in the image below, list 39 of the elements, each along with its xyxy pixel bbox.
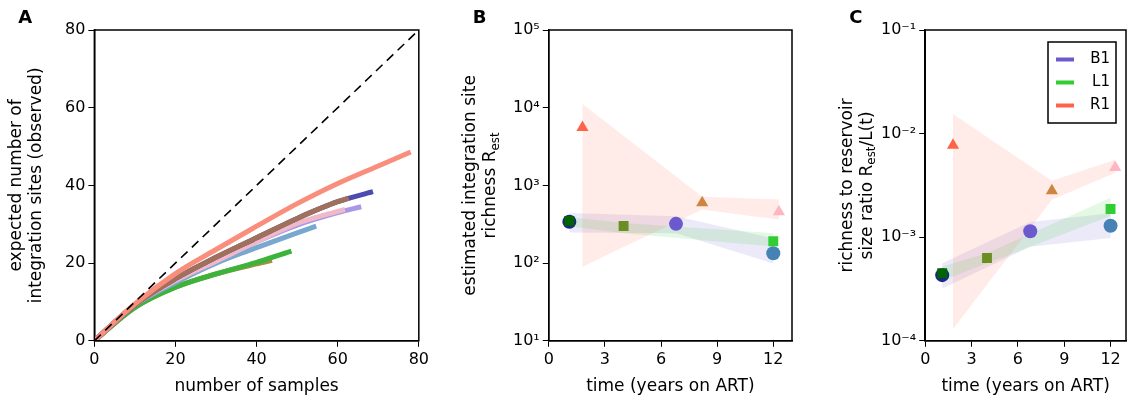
x-tick-label: 80 bbox=[408, 348, 429, 368]
legend-label: R1 bbox=[1090, 95, 1110, 114]
y-tick-label: 40 bbox=[65, 174, 86, 194]
x-tick-label: 40 bbox=[246, 348, 267, 368]
legend-label: L1 bbox=[1092, 72, 1110, 91]
y-tick-label: 10⁻⁴ bbox=[881, 329, 917, 349]
y-tick-label: 80 bbox=[65, 19, 86, 39]
y-tick-label: 10⁻³ bbox=[881, 226, 917, 246]
x-tick-label: 9 bbox=[712, 348, 723, 368]
chart-title: B bbox=[472, 5, 487, 27]
x-axis-title: time (years on ART) bbox=[586, 375, 755, 396]
x-tick-label: 6 bbox=[1012, 348, 1023, 368]
y-tick-label: 10⁵ bbox=[512, 19, 540, 39]
y-tick-label: 10⁻² bbox=[881, 122, 917, 142]
y-tick-label: 10³ bbox=[512, 174, 540, 194]
chart-title: C bbox=[849, 5, 863, 27]
y-tick-label: 10¹ bbox=[512, 329, 540, 349]
x-tick-label: 3 bbox=[966, 348, 977, 368]
x-tick-label: 0 bbox=[920, 348, 931, 368]
y-tick-label: 10⁴ bbox=[512, 96, 540, 116]
x-tick-label: 0 bbox=[89, 348, 100, 368]
x-tick-label: 20 bbox=[165, 348, 186, 368]
y-tick-label: 10⁻¹ bbox=[881, 19, 917, 39]
y-tick-label: 10² bbox=[512, 252, 540, 272]
chart-title: A bbox=[18, 5, 33, 27]
x-tick-label: 60 bbox=[327, 348, 348, 368]
legend-label: B1 bbox=[1090, 49, 1110, 68]
x-tick-label: 12 bbox=[763, 348, 784, 368]
x-tick-label: 6 bbox=[655, 348, 667, 368]
x-axis-title: time (years on ART) bbox=[941, 375, 1110, 396]
x-tick-label: 12 bbox=[1100, 348, 1121, 368]
y-tick-label: 60 bbox=[65, 96, 86, 116]
y-axis-title: expected number of integration sites (observed) bbox=[4, 67, 45, 304]
y-tick-label: 20 bbox=[65, 252, 86, 272]
x-tick-label: 0 bbox=[543, 348, 554, 368]
x-axis-title: number of samples bbox=[174, 375, 339, 396]
x-tick-label: 3 bbox=[599, 348, 610, 368]
x-tick-label: 9 bbox=[1059, 348, 1070, 368]
y-tick-label: 0 bbox=[75, 329, 86, 349]
